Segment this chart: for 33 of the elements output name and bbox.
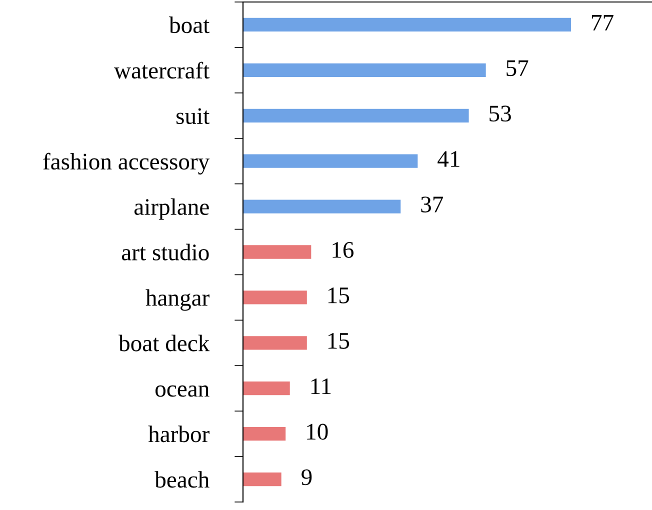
data-label: 10 <box>307 424 328 440</box>
bar <box>243 108 469 122</box>
y-tick-label: ocean <box>156 385 210 397</box>
data-label: 16 <box>332 242 354 258</box>
y-tick-label: boat deck <box>118 334 210 352</box>
bar <box>243 290 307 304</box>
data-label: 15 <box>328 288 350 304</box>
data-label: 57 <box>506 60 528 76</box>
data-label: 53 <box>490 106 511 122</box>
data-label: 11 <box>311 378 331 394</box>
bar <box>243 18 572 32</box>
y-tick-label: suit <box>176 108 210 124</box>
bar <box>243 154 418 168</box>
data-label: 15 <box>328 333 350 349</box>
y-tick-label: boat <box>169 16 210 34</box>
bar <box>243 63 486 77</box>
y-tick-label: fashion accessory <box>43 152 210 174</box>
bar <box>243 200 401 214</box>
y-tick-label: beach <box>154 471 210 488</box>
bar <box>243 336 307 350</box>
bar <box>243 472 282 486</box>
data-label: 9 <box>302 469 312 486</box>
data-label: 37 <box>421 196 444 212</box>
data-label: 41 <box>438 151 460 167</box>
y-tick-label: watercraft <box>114 62 210 79</box>
y-tick-label: harbor <box>148 426 210 442</box>
y-tick-label: airplane <box>134 198 209 220</box>
bar <box>243 427 286 441</box>
bar <box>243 382 290 396</box>
y-tick-label: hangar <box>146 289 210 311</box>
y-tick-label: art studio <box>122 244 209 260</box>
data-label: 77 <box>592 14 614 30</box>
bar <box>243 245 312 259</box>
